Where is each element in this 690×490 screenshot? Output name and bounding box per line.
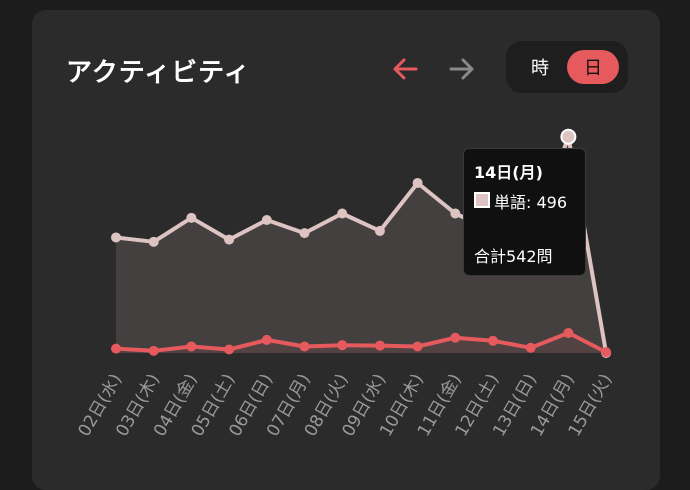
data-point[interactable]	[450, 332, 461, 343]
data-point[interactable]	[412, 341, 423, 352]
toggle-day[interactable]: 日	[567, 50, 619, 84]
data-point[interactable]	[450, 208, 461, 219]
data-point[interactable]	[601, 347, 612, 358]
data-point[interactable]	[111, 232, 121, 243]
series-line-1	[115, 330, 608, 354]
card-title: アクティビティ	[66, 58, 251, 88]
data-point[interactable]	[525, 342, 536, 353]
data-point[interactable]	[186, 212, 197, 223]
data-point[interactable]	[299, 228, 310, 239]
data-point[interactable]	[488, 335, 498, 346]
data-point[interactable]	[224, 234, 235, 245]
data-point[interactable]	[563, 327, 574, 338]
data-point[interactable]	[261, 334, 272, 345]
data-point[interactable]	[374, 225, 385, 236]
arrow-right-icon	[449, 58, 474, 80]
data-point[interactable]	[560, 128, 577, 145]
activity-chart: 02日(水)03日(木)04日(金)05日(土)06日(日)07日(月)08日(…	[75, 128, 616, 440]
chart-tooltip: 14日(月) 単語: 496 合計542問	[463, 148, 586, 276]
tooltip-title: 14日(月)	[474, 163, 543, 182]
arrow-left-icon	[393, 58, 418, 80]
data-point[interactable]	[148, 236, 159, 247]
tooltip-series-value: 単語: 496	[494, 193, 568, 212]
data-point[interactable]	[261, 215, 272, 226]
next-period-button[interactable]	[445, 52, 479, 86]
data-point[interactable]	[337, 208, 348, 219]
data-point[interactable]	[337, 340, 348, 351]
prev-period-button[interactable]	[388, 52, 422, 86]
data-point[interactable]	[186, 341, 197, 352]
data-point[interactable]	[412, 177, 423, 188]
data-point[interactable]	[224, 344, 235, 355]
data-point[interactable]	[111, 343, 121, 354]
data-point[interactable]	[374, 340, 385, 351]
data-point[interactable]	[299, 341, 310, 352]
data-point[interactable]	[148, 345, 159, 356]
toggle-hour[interactable]: 時	[531, 58, 549, 79]
tooltip-series-swatch	[474, 192, 490, 208]
tooltip-total: 合計542問	[474, 247, 553, 266]
series-area-0	[116, 136, 607, 353]
range-toggle: 時 日	[506, 41, 628, 93]
